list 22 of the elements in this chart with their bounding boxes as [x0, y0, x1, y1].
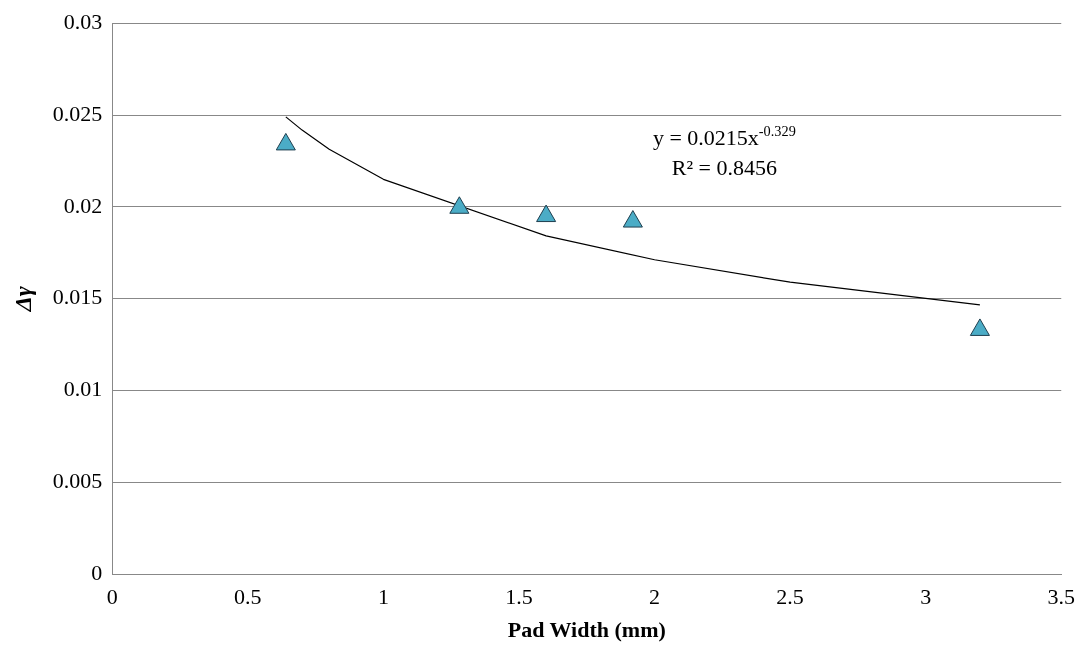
point — [536, 204, 557, 223]
x-tick-label: 1 — [377, 584, 389, 610]
x-tick-label: 3 — [920, 584, 932, 610]
y-tick-label: 0.005 — [52, 468, 103, 494]
x-tick-label: 2 — [649, 584, 661, 610]
y-tick-label: 0 — [91, 559, 103, 585]
x-tick-label: 2.5 — [776, 584, 804, 610]
y-tick-label: 0.015 — [52, 284, 103, 310]
point — [969, 318, 990, 336]
y-tick-label: 0.02 — [63, 192, 103, 218]
y-axis-title: Δγ — [9, 286, 36, 313]
x-tick-label: 1.5 — [505, 584, 533, 610]
x-axis-title: Pad Width (mm) — [507, 617, 666, 643]
x-tick-label: 3.5 — [1047, 584, 1075, 610]
y-tick-label: 0.03 — [63, 8, 103, 34]
y-tick-label: 0.025 — [52, 100, 103, 126]
point — [449, 196, 470, 214]
annotation: R² = 0.8456 — [671, 155, 777, 181]
x-tick-label: 0.5 — [234, 584, 262, 610]
point — [275, 132, 296, 151]
y-tick-label: 0.01 — [63, 376, 103, 402]
point — [622, 210, 643, 228]
